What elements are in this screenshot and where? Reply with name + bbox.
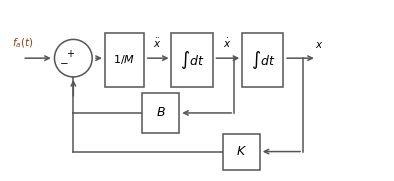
Text: $B$: $B$ xyxy=(156,106,165,119)
Text: $f_a(t)$: $f_a(t)$ xyxy=(13,37,34,50)
Text: $\dot{x}$: $\dot{x}$ xyxy=(223,37,232,50)
FancyBboxPatch shape xyxy=(142,93,179,133)
Text: $K$: $K$ xyxy=(236,145,247,158)
Text: $x$: $x$ xyxy=(315,40,324,50)
Text: $\int dt$: $\int dt$ xyxy=(180,49,204,71)
Text: $\int dt$: $\int dt$ xyxy=(251,49,275,71)
Text: −: − xyxy=(60,59,69,69)
Text: $\ddot{x}$: $\ddot{x}$ xyxy=(154,37,162,50)
Text: $1/M$: $1/M$ xyxy=(113,53,136,66)
FancyBboxPatch shape xyxy=(105,33,144,87)
FancyBboxPatch shape xyxy=(223,134,260,170)
Text: +: + xyxy=(66,49,74,59)
FancyBboxPatch shape xyxy=(242,33,283,87)
FancyBboxPatch shape xyxy=(171,33,213,87)
